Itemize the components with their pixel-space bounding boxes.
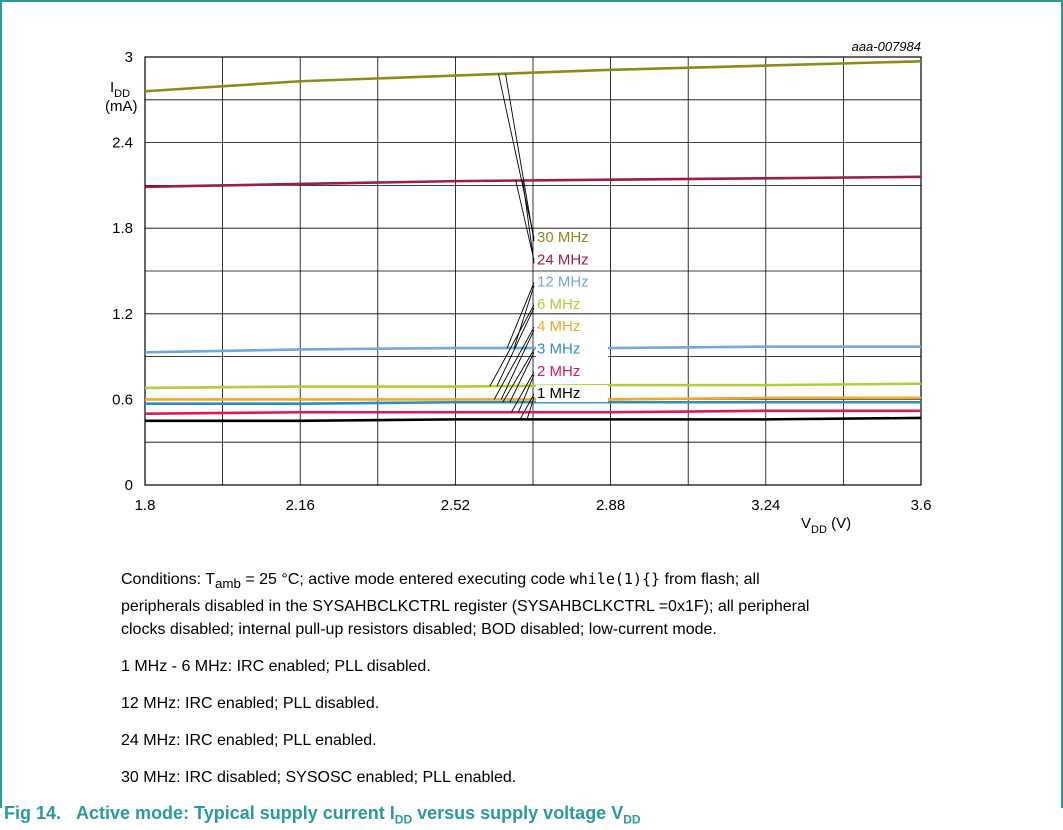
- leader-line: [509, 352, 535, 403]
- frame-left-border: [0, 0, 2, 808]
- leader-line: [515, 180, 535, 261]
- frame-top-border: [0, 0, 1063, 2]
- series-label: 4 MHz: [537, 318, 580, 335]
- plot-frame: [144, 56, 922, 486]
- figure-notes: Conditions: Tamb = 25 °C; active mode en…: [121, 568, 1021, 803]
- chart: 1.8 2.16 2.52 2.88 3.24 3.6 0 0.6 1.2 1.8 2.4 3 IDD(…: [105, 39, 932, 536]
- figure-id-label: aaa-007984: [852, 39, 921, 54]
- leader-line: [498, 73, 535, 239]
- note-1: 1 MHz - 6 MHz: IRC enabled; PLL disabled…: [121, 658, 431, 676]
- series-label: 2 MHz: [537, 363, 580, 380]
- series-line: [144, 59, 922, 93]
- y-tick-label: 0: [125, 477, 133, 494]
- series-label-bg: [536, 340, 608, 358]
- series-line: [144, 382, 922, 390]
- x-tick-label: 1.8: [135, 497, 156, 514]
- series-label: 1 MHz: [537, 385, 580, 402]
- series-line: [144, 409, 921, 415]
- series-line: [144, 175, 922, 189]
- frame-right-border: [1061, 0, 1063, 808]
- y-tick-label: 0.6: [112, 391, 133, 408]
- y-axis-unit: (mA): [105, 98, 138, 115]
- leader-line: [500, 330, 535, 400]
- x-tick-label: 2.88: [596, 497, 625, 514]
- series-line: [145, 416, 922, 423]
- series-label: 3 MHz: [537, 341, 580, 358]
- y-tick-label: 3: [125, 49, 133, 66]
- figure-number: Fig 14.: [4, 803, 62, 823]
- x-tick-label: 2.52: [441, 497, 470, 514]
- leader-line: [496, 307, 535, 387]
- x-tick-label: 3.6: [911, 497, 932, 514]
- series-label: 24 MHz: [537, 251, 589, 268]
- series-label-bg: [536, 318, 608, 336]
- leader-line: [518, 374, 535, 413]
- leader-line: [513, 285, 535, 349]
- x-tick-label: 2.16: [286, 497, 315, 514]
- series-label-bg: [536, 295, 608, 313]
- series-label-bg: [536, 229, 608, 246]
- leader-line: [502, 349, 535, 403]
- conditions-text: Conditions: Tamb = 25 °C; active mode en…: [121, 570, 810, 639]
- y-axis-label: IDD: [110, 79, 130, 100]
- series-label-bg: [536, 385, 608, 403]
- leader-line: [493, 326, 535, 400]
- leader-line: [506, 282, 535, 349]
- leader-line: [489, 304, 535, 387]
- series-label-bg: [536, 273, 608, 291]
- series-label-bg: [536, 251, 608, 269]
- series-line: [144, 345, 921, 354]
- leader-line: [505, 73, 535, 242]
- note-2: 12 MHz: IRC enabled; PLL disabled.: [121, 695, 380, 713]
- leader-line: [519, 393, 535, 420]
- y-tick-label: 2.4: [112, 135, 133, 152]
- leader-line: [522, 180, 535, 264]
- x-axis-label: VDD (V): [801, 515, 851, 536]
- series-label: 12 MHz: [537, 274, 589, 291]
- series-label: 6 MHz: [537, 296, 580, 313]
- series-label-bg: [536, 362, 608, 380]
- y-tick-label: 1.2: [112, 306, 133, 323]
- x-tick-label: 3.24: [751, 497, 780, 514]
- y-tick-label: 1.8: [112, 220, 133, 237]
- figure-caption: Fig 14. Active mode: Typical supply curr…: [4, 803, 641, 827]
- note-4: 30 MHz: IRC disabled; SYSOSC enabled; PL…: [121, 769, 517, 787]
- code-snippet: while(1){}: [569, 570, 661, 588]
- series-line: [145, 400, 921, 405]
- series-label: 30 MHz: [537, 229, 589, 246]
- leader-line: [511, 371, 535, 413]
- leader-line: [526, 396, 535, 420]
- note-3: 24 MHz: IRC enabled; PLL enabled.: [121, 732, 377, 750]
